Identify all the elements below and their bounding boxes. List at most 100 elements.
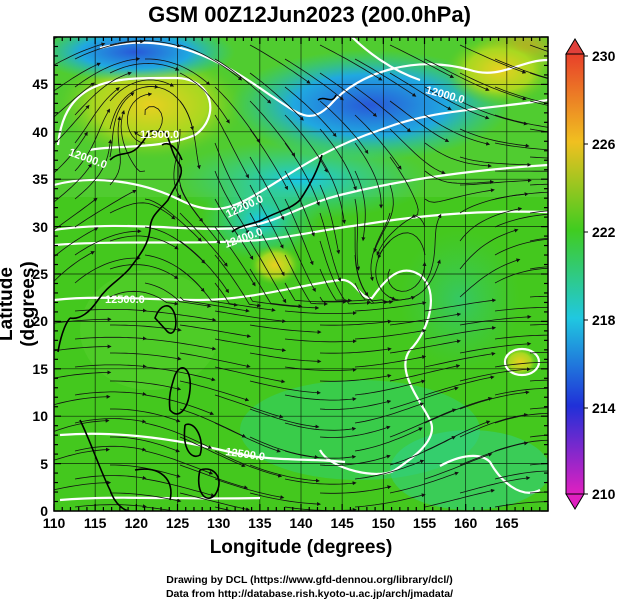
streamline xyxy=(424,213,442,284)
streamline xyxy=(529,324,548,326)
streamline xyxy=(74,189,137,228)
streamline xyxy=(110,464,181,478)
streamline xyxy=(179,44,243,81)
streamline xyxy=(424,188,495,203)
streamline xyxy=(459,390,530,410)
streamline xyxy=(284,282,347,304)
chart-title: GSM 00Z12Jun2023 (200.0hPa) xyxy=(148,2,471,27)
streamline xyxy=(54,104,90,145)
streamline xyxy=(529,128,548,133)
streamline xyxy=(424,86,490,120)
streamline xyxy=(249,240,287,304)
streamline xyxy=(389,471,459,494)
colorbar-tick-label: 222 xyxy=(592,224,616,240)
streamline xyxy=(565,507,619,516)
x-tick-label: 165 xyxy=(495,515,519,531)
streamline xyxy=(54,447,110,461)
streamline xyxy=(319,184,341,255)
streamline xyxy=(54,251,95,282)
streamline xyxy=(214,450,283,478)
streamline xyxy=(459,258,521,298)
streamline xyxy=(389,72,452,111)
streamline xyxy=(144,394,215,416)
streamline xyxy=(319,425,391,438)
streamline xyxy=(54,370,112,379)
streamline xyxy=(214,114,249,179)
streamline xyxy=(354,301,427,312)
streamline xyxy=(319,485,392,494)
streamline xyxy=(144,506,176,511)
credit-drawing: Drawing by DCL (https://www.gfd-dennou.o… xyxy=(166,574,453,586)
streamline xyxy=(319,347,392,354)
streamline xyxy=(54,317,112,324)
y-tick-label: 0 xyxy=(40,503,48,519)
streamline xyxy=(284,394,357,402)
streamline xyxy=(529,100,548,106)
streamline xyxy=(424,375,495,396)
colorbar-top-arrow xyxy=(565,38,585,55)
streamline xyxy=(319,240,353,303)
streamline xyxy=(354,170,366,242)
streamline xyxy=(389,259,441,301)
streamline xyxy=(249,44,311,84)
streamline xyxy=(284,478,357,486)
streamline xyxy=(319,319,392,326)
streamline xyxy=(459,413,529,438)
streamline xyxy=(214,478,285,500)
colorbar-bottom-arrow xyxy=(565,493,585,510)
streamline xyxy=(494,306,548,312)
streamline xyxy=(424,351,496,368)
streamline xyxy=(424,142,492,168)
streamline xyxy=(214,58,272,104)
y-tick-label: 10 xyxy=(32,408,48,425)
streamline xyxy=(354,142,384,209)
streamline xyxy=(74,139,113,200)
streamline xyxy=(354,86,412,133)
streamline xyxy=(389,436,456,466)
streamline xyxy=(74,229,142,256)
streamline xyxy=(284,338,357,344)
streamline xyxy=(249,156,285,221)
streamline xyxy=(494,170,548,172)
streamline xyxy=(529,351,548,354)
streamline xyxy=(529,407,548,410)
streamline xyxy=(319,72,377,117)
x-tick-label: 135 xyxy=(248,515,272,531)
streamline xyxy=(249,352,322,364)
streamline xyxy=(249,268,303,309)
streamline xyxy=(354,114,402,170)
streamline xyxy=(109,79,175,102)
y-tick-label: 20 xyxy=(32,313,48,330)
streamline xyxy=(214,422,281,453)
streamline xyxy=(284,86,337,138)
shaded-field xyxy=(54,37,548,511)
streamline xyxy=(319,268,371,305)
streamline xyxy=(424,488,495,508)
streamline xyxy=(494,470,548,480)
streamline xyxy=(373,184,394,253)
streamline xyxy=(376,215,426,256)
streamline xyxy=(529,72,548,79)
streamline xyxy=(494,387,548,396)
streamline xyxy=(144,226,206,264)
streamline xyxy=(144,310,217,322)
streamline xyxy=(74,87,120,144)
streamline xyxy=(424,326,497,340)
streamline xyxy=(389,408,457,438)
streamline xyxy=(459,228,519,270)
streamline xyxy=(144,282,212,308)
streamline xyxy=(459,44,527,74)
streamline xyxy=(529,491,548,494)
streamline xyxy=(214,310,287,324)
streamline xyxy=(389,128,446,175)
streamline xyxy=(109,92,135,158)
streamline xyxy=(54,82,95,118)
streamline xyxy=(459,314,532,326)
streamline xyxy=(354,379,426,396)
colorbar-tick-label: 230 xyxy=(592,48,616,64)
streamline xyxy=(54,62,101,92)
streamline xyxy=(319,128,357,191)
x-tick-label: 115 xyxy=(83,515,107,531)
streamline xyxy=(214,142,246,209)
streamline xyxy=(54,227,99,258)
